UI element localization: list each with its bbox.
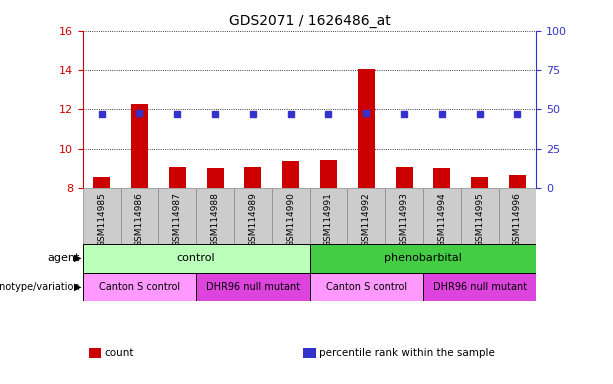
Text: GSM114993: GSM114993	[400, 193, 409, 248]
Bar	[348, 188, 385, 244]
Bar	[310, 244, 536, 273]
Text: genotype/variation: genotype/variation	[0, 282, 80, 292]
Bar	[131, 104, 148, 188]
Text: GSM114994: GSM114994	[437, 193, 446, 247]
Bar	[320, 160, 337, 188]
Text: Canton S control: Canton S control	[326, 282, 407, 292]
Bar	[509, 175, 526, 188]
Text: count: count	[104, 348, 134, 358]
Text: GSM114990: GSM114990	[286, 193, 295, 248]
Text: control: control	[177, 253, 216, 263]
Bar	[93, 177, 110, 188]
Text: GSM114991: GSM114991	[324, 193, 333, 248]
Text: GSM114996: GSM114996	[513, 193, 522, 248]
Text: GSM114988: GSM114988	[210, 193, 219, 248]
Bar	[207, 169, 224, 188]
Bar	[196, 188, 234, 244]
Text: phenobarbital: phenobarbital	[384, 253, 462, 263]
Bar	[423, 273, 536, 301]
Text: ▶: ▶	[74, 253, 82, 263]
Bar	[310, 273, 423, 301]
Text: percentile rank within the sample: percentile rank within the sample	[319, 348, 495, 358]
Bar	[234, 188, 272, 244]
Text: agent: agent	[47, 253, 80, 263]
Bar	[158, 188, 196, 244]
Bar	[83, 188, 121, 244]
Bar	[245, 167, 261, 188]
Bar	[282, 161, 299, 188]
Bar	[433, 169, 451, 188]
Bar	[498, 188, 536, 244]
Text: Canton S control: Canton S control	[99, 282, 180, 292]
Text: DHR96 null mutant: DHR96 null mutant	[433, 282, 527, 292]
Text: GSM114995: GSM114995	[475, 193, 484, 248]
Text: GSM114985: GSM114985	[97, 193, 106, 248]
Text: GSM114992: GSM114992	[362, 193, 371, 247]
Bar	[169, 167, 186, 188]
Bar	[310, 188, 348, 244]
Bar	[121, 188, 158, 244]
Bar	[83, 273, 196, 301]
Bar	[395, 167, 413, 188]
Bar	[471, 177, 488, 188]
Text: GSM114986: GSM114986	[135, 193, 144, 248]
Text: GSM114989: GSM114989	[248, 193, 257, 248]
Bar	[423, 188, 461, 244]
Text: ▶: ▶	[74, 282, 82, 292]
Text: GSM114987: GSM114987	[173, 193, 182, 248]
Bar	[83, 244, 310, 273]
Bar	[358, 69, 375, 188]
Bar	[385, 188, 423, 244]
Text: DHR96 null mutant: DHR96 null mutant	[206, 282, 300, 292]
Bar	[461, 188, 498, 244]
Bar	[196, 273, 310, 301]
Bar	[272, 188, 310, 244]
Title: GDS2071 / 1626486_at: GDS2071 / 1626486_at	[229, 14, 390, 28]
